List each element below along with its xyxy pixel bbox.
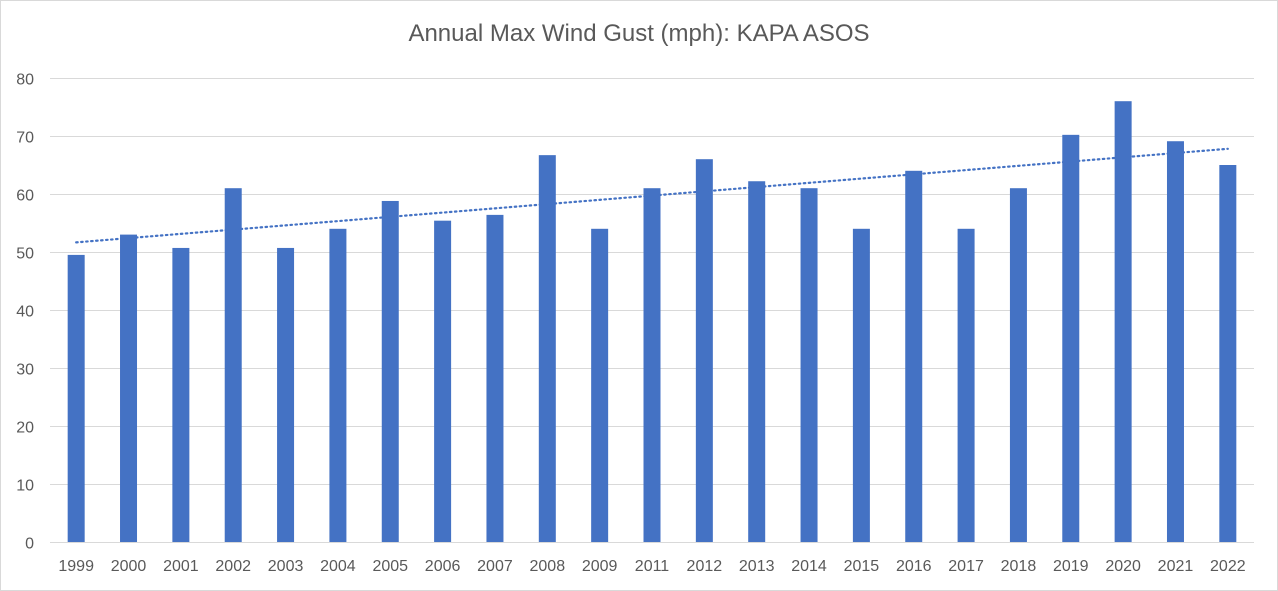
bar-2008	[538, 155, 556, 542]
bar-2013	[748, 181, 766, 543]
x-axis-ticks: 1999 2000 2001 2002 2003 2004 2005 2006 2007 2008…	[58, 558, 1245, 575]
bar-2005	[381, 200, 399, 542]
bar-2020	[1114, 101, 1132, 542]
bar-2014	[800, 188, 818, 542]
chart-title: Annual Max Wind Gust (mph): KAPA ASOS	[408, 20, 870, 47]
bars	[67, 101, 1237, 543]
x-tick-label: 2022	[1210, 558, 1246, 575]
x-tick-label: 2001	[163, 558, 199, 575]
bar-2015	[852, 228, 870, 543]
bar-2003	[277, 247, 295, 542]
y-tick-label: 80	[16, 72, 34, 89]
x-tick-label: 2000	[111, 558, 147, 575]
x-tick-label: 2009	[582, 558, 618, 575]
x-tick-label: 2020	[1105, 558, 1141, 575]
bar-2007	[486, 214, 504, 542]
bar-2012	[695, 159, 713, 542]
bar-2019	[1062, 134, 1080, 542]
bar-2011	[643, 188, 661, 542]
bar-2000	[120, 234, 138, 542]
x-tick-label: 2017	[948, 558, 984, 575]
x-tick-label: 2002	[215, 558, 251, 575]
linear-trendline	[75, 147, 1229, 244]
y-tick-label: 0	[25, 536, 34, 553]
y-tick-label: 40	[16, 304, 34, 321]
x-tick-label: 2003	[268, 558, 304, 575]
y-axis-ticks: 0 10 20 30 40 50 60 70 80	[16, 72, 34, 553]
y-tick-label: 70	[16, 130, 34, 147]
bar-2022	[1219, 165, 1237, 542]
x-tick-label: 2013	[739, 558, 775, 575]
x-tick-label: 2021	[1158, 558, 1194, 575]
x-tick-label: 2015	[844, 558, 880, 575]
bar-2001	[172, 247, 190, 542]
x-tick-label: 2011	[635, 558, 670, 575]
bar-2002	[224, 188, 242, 542]
x-tick-label: 1999	[58, 558, 94, 575]
bar-2016	[905, 170, 923, 543]
y-tick-label: 50	[16, 246, 34, 263]
x-tick-label: 2004	[320, 558, 356, 575]
x-tick-label: 2014	[791, 558, 827, 575]
x-tick-label: 2005	[372, 558, 408, 575]
y-tick-label: 60	[16, 188, 34, 205]
bar-2017	[957, 228, 975, 543]
bar-2006	[434, 220, 452, 542]
bar-2009	[591, 228, 609, 543]
x-tick-label: 2012	[687, 558, 723, 575]
bar-2021	[1166, 141, 1184, 542]
trendline	[75, 147, 1229, 244]
x-tick-label: 2007	[477, 558, 513, 575]
x-tick-label: 2008	[530, 558, 566, 575]
bar-2004	[329, 228, 347, 543]
y-tick-label: 20	[16, 420, 34, 437]
bar-2018	[1009, 188, 1027, 542]
bar-1999	[67, 254, 85, 542]
y-tick-label: 10	[16, 478, 34, 495]
x-tick-label: 2016	[896, 558, 932, 575]
x-tick-label: 2019	[1053, 558, 1089, 575]
x-tick-label: 2006	[425, 558, 461, 575]
y-tick-label: 30	[16, 362, 34, 379]
x-tick-label: 2018	[1001, 558, 1037, 575]
